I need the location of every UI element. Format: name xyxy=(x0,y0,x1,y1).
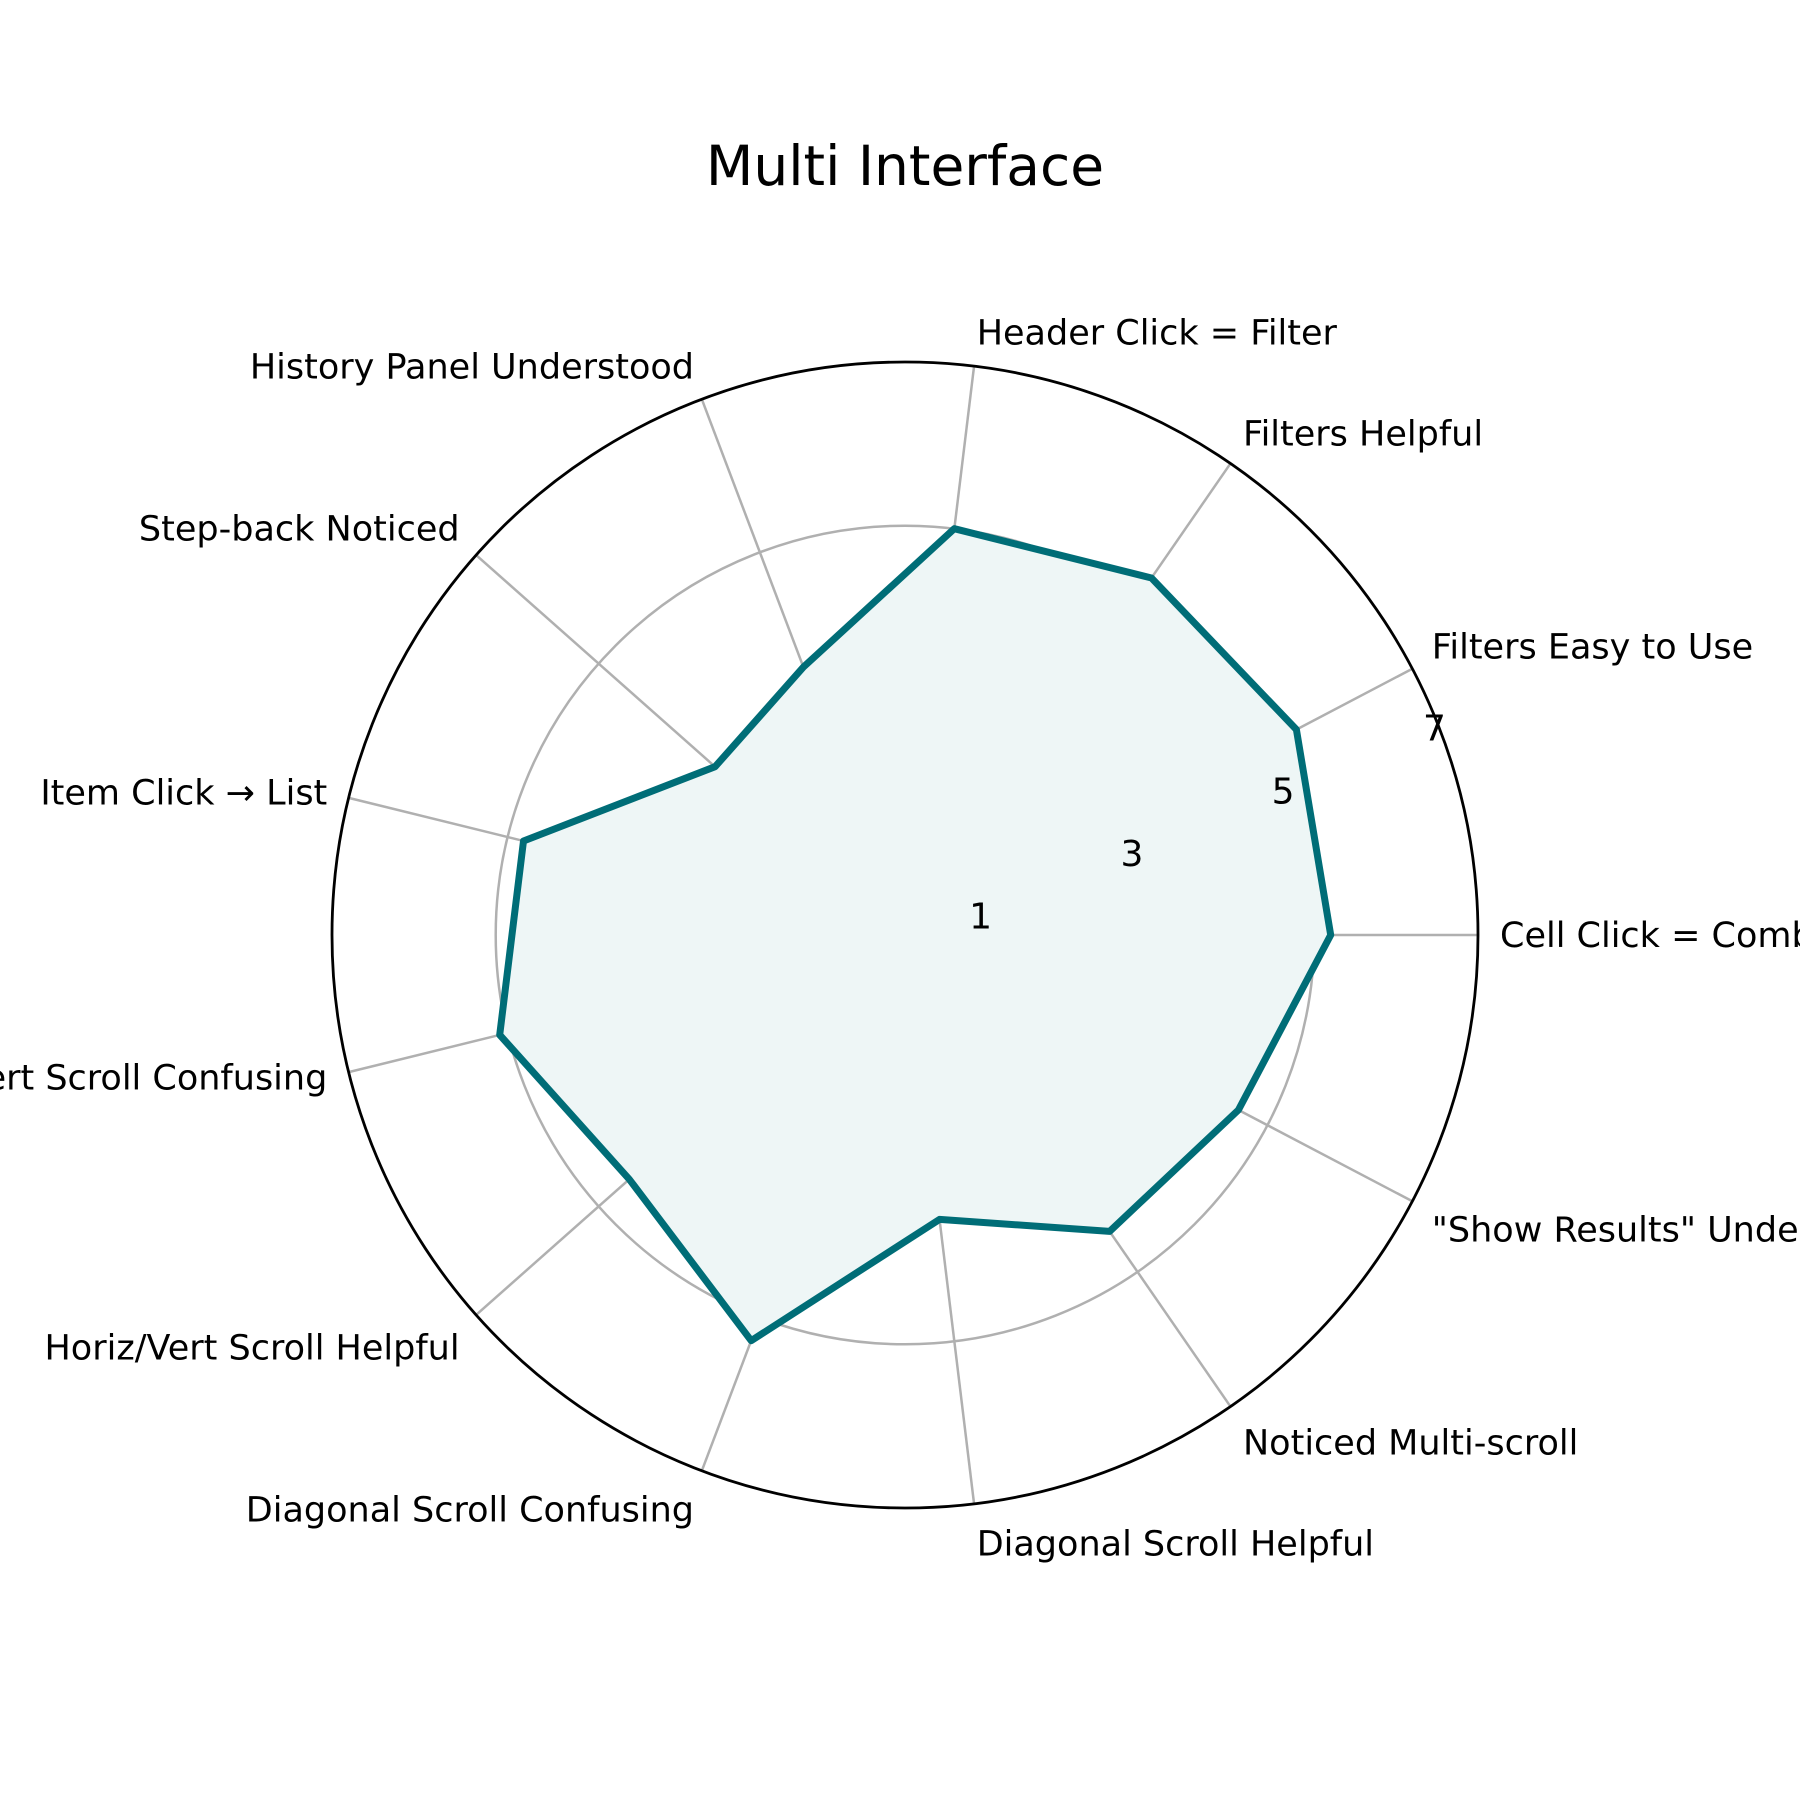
chart-title: Multi Interface xyxy=(706,134,1104,198)
series-line xyxy=(496,525,1335,1345)
category-label: Step-back Noticed xyxy=(139,509,460,549)
r-tick-label: 1 xyxy=(969,897,992,938)
category-label: Noticed Multi-scroll xyxy=(1243,1424,1578,1464)
category-label: Diagonal Scroll Confusing xyxy=(246,1490,694,1530)
category-label: Cell Click = Combo Filter xyxy=(1500,916,1800,956)
category-label: Filters Easy to Use xyxy=(1432,628,1753,668)
category-label: Header Click = Filter xyxy=(977,313,1338,353)
category-label: Item Click → List xyxy=(40,774,327,814)
category-label: History Panel Understood xyxy=(250,348,694,388)
outer-spine xyxy=(330,360,1480,1510)
r-tick-label: 3 xyxy=(1120,834,1143,875)
category-label: "Show Results" Understood xyxy=(1432,1211,1800,1251)
category-label: Horiz/Vert Scroll Confusing xyxy=(0,1058,327,1098)
r-tick-label: 5 xyxy=(1272,771,1295,812)
category-label: Horiz/Vert Scroll Helpful xyxy=(44,1329,459,1369)
category-label: Diagonal Scroll Helpful xyxy=(977,1525,1374,1565)
category-label: Filters Helpful xyxy=(1243,414,1483,454)
r-tick-label: 7 xyxy=(1423,709,1446,750)
label-layer: Cell Click = Combo Filter Filters Easy to… xyxy=(0,313,1800,1564)
data-layer xyxy=(496,525,1335,1345)
series-fill-area xyxy=(499,528,1331,1341)
